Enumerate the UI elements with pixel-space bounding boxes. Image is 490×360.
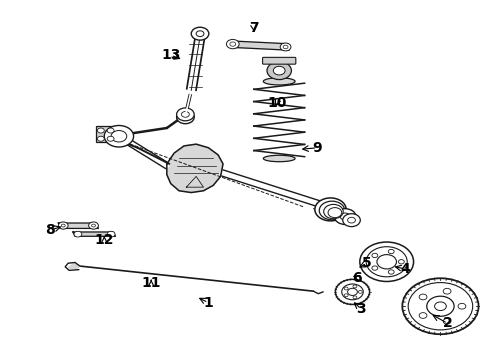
Text: 5: 5 bbox=[362, 256, 372, 270]
Circle shape bbox=[98, 136, 104, 141]
Circle shape bbox=[342, 284, 363, 300]
Circle shape bbox=[107, 128, 114, 133]
Circle shape bbox=[347, 217, 355, 223]
Text: 4: 4 bbox=[400, 262, 410, 276]
Circle shape bbox=[226, 40, 239, 49]
Circle shape bbox=[353, 296, 357, 299]
Text: 3: 3 bbox=[357, 302, 366, 316]
Circle shape bbox=[360, 242, 414, 282]
Circle shape bbox=[388, 270, 394, 274]
Circle shape bbox=[267, 62, 292, 80]
Text: 6: 6 bbox=[353, 271, 362, 284]
Circle shape bbox=[328, 208, 342, 218]
Text: 12: 12 bbox=[95, 233, 114, 247]
Circle shape bbox=[273, 66, 285, 75]
Text: 13: 13 bbox=[161, 48, 180, 62]
Circle shape bbox=[343, 214, 360, 226]
Circle shape bbox=[283, 45, 288, 49]
Circle shape bbox=[344, 287, 348, 290]
Circle shape bbox=[74, 231, 82, 237]
Circle shape bbox=[104, 126, 134, 147]
Circle shape bbox=[398, 260, 404, 264]
Circle shape bbox=[335, 279, 369, 305]
Circle shape bbox=[324, 204, 343, 219]
Circle shape bbox=[347, 288, 357, 296]
Polygon shape bbox=[167, 144, 223, 193]
Circle shape bbox=[340, 213, 350, 220]
Circle shape bbox=[366, 247, 407, 277]
Circle shape bbox=[458, 303, 466, 309]
Circle shape bbox=[358, 291, 362, 293]
Circle shape bbox=[372, 266, 378, 270]
Circle shape bbox=[319, 201, 344, 220]
Circle shape bbox=[92, 224, 96, 227]
Circle shape bbox=[419, 312, 427, 318]
Circle shape bbox=[353, 285, 357, 288]
Circle shape bbox=[443, 318, 451, 324]
Polygon shape bbox=[58, 223, 98, 228]
FancyBboxPatch shape bbox=[263, 57, 296, 64]
Circle shape bbox=[377, 255, 396, 269]
Circle shape bbox=[344, 294, 348, 297]
Circle shape bbox=[196, 31, 204, 37]
Circle shape bbox=[58, 222, 68, 229]
Circle shape bbox=[435, 302, 446, 311]
Ellipse shape bbox=[263, 155, 295, 162]
Polygon shape bbox=[73, 232, 116, 236]
Circle shape bbox=[419, 294, 427, 300]
Circle shape bbox=[315, 198, 346, 221]
Polygon shape bbox=[229, 41, 289, 50]
Text: 9: 9 bbox=[313, 141, 322, 155]
Circle shape bbox=[176, 108, 194, 121]
Circle shape bbox=[107, 136, 114, 141]
Circle shape bbox=[230, 42, 236, 46]
Circle shape bbox=[408, 283, 473, 330]
Text: 10: 10 bbox=[267, 96, 287, 110]
Text: 11: 11 bbox=[142, 276, 161, 290]
Bar bbox=[96, 126, 116, 142]
Circle shape bbox=[427, 296, 454, 316]
Circle shape bbox=[176, 111, 194, 124]
Circle shape bbox=[443, 288, 451, 294]
Circle shape bbox=[89, 222, 98, 229]
Circle shape bbox=[191, 27, 209, 40]
Circle shape bbox=[372, 253, 378, 258]
Circle shape bbox=[334, 209, 356, 225]
Text: 7: 7 bbox=[249, 21, 259, 35]
Text: 1: 1 bbox=[203, 296, 213, 310]
Circle shape bbox=[111, 131, 127, 142]
Circle shape bbox=[181, 112, 189, 117]
Circle shape bbox=[61, 224, 65, 227]
Ellipse shape bbox=[263, 78, 295, 85]
Polygon shape bbox=[68, 262, 80, 269]
Text: 8: 8 bbox=[45, 223, 54, 237]
Circle shape bbox=[388, 249, 394, 254]
Circle shape bbox=[280, 43, 291, 51]
Circle shape bbox=[181, 114, 189, 120]
Circle shape bbox=[98, 128, 104, 133]
Text: 2: 2 bbox=[443, 316, 453, 330]
Circle shape bbox=[402, 278, 479, 334]
Circle shape bbox=[107, 231, 115, 237]
